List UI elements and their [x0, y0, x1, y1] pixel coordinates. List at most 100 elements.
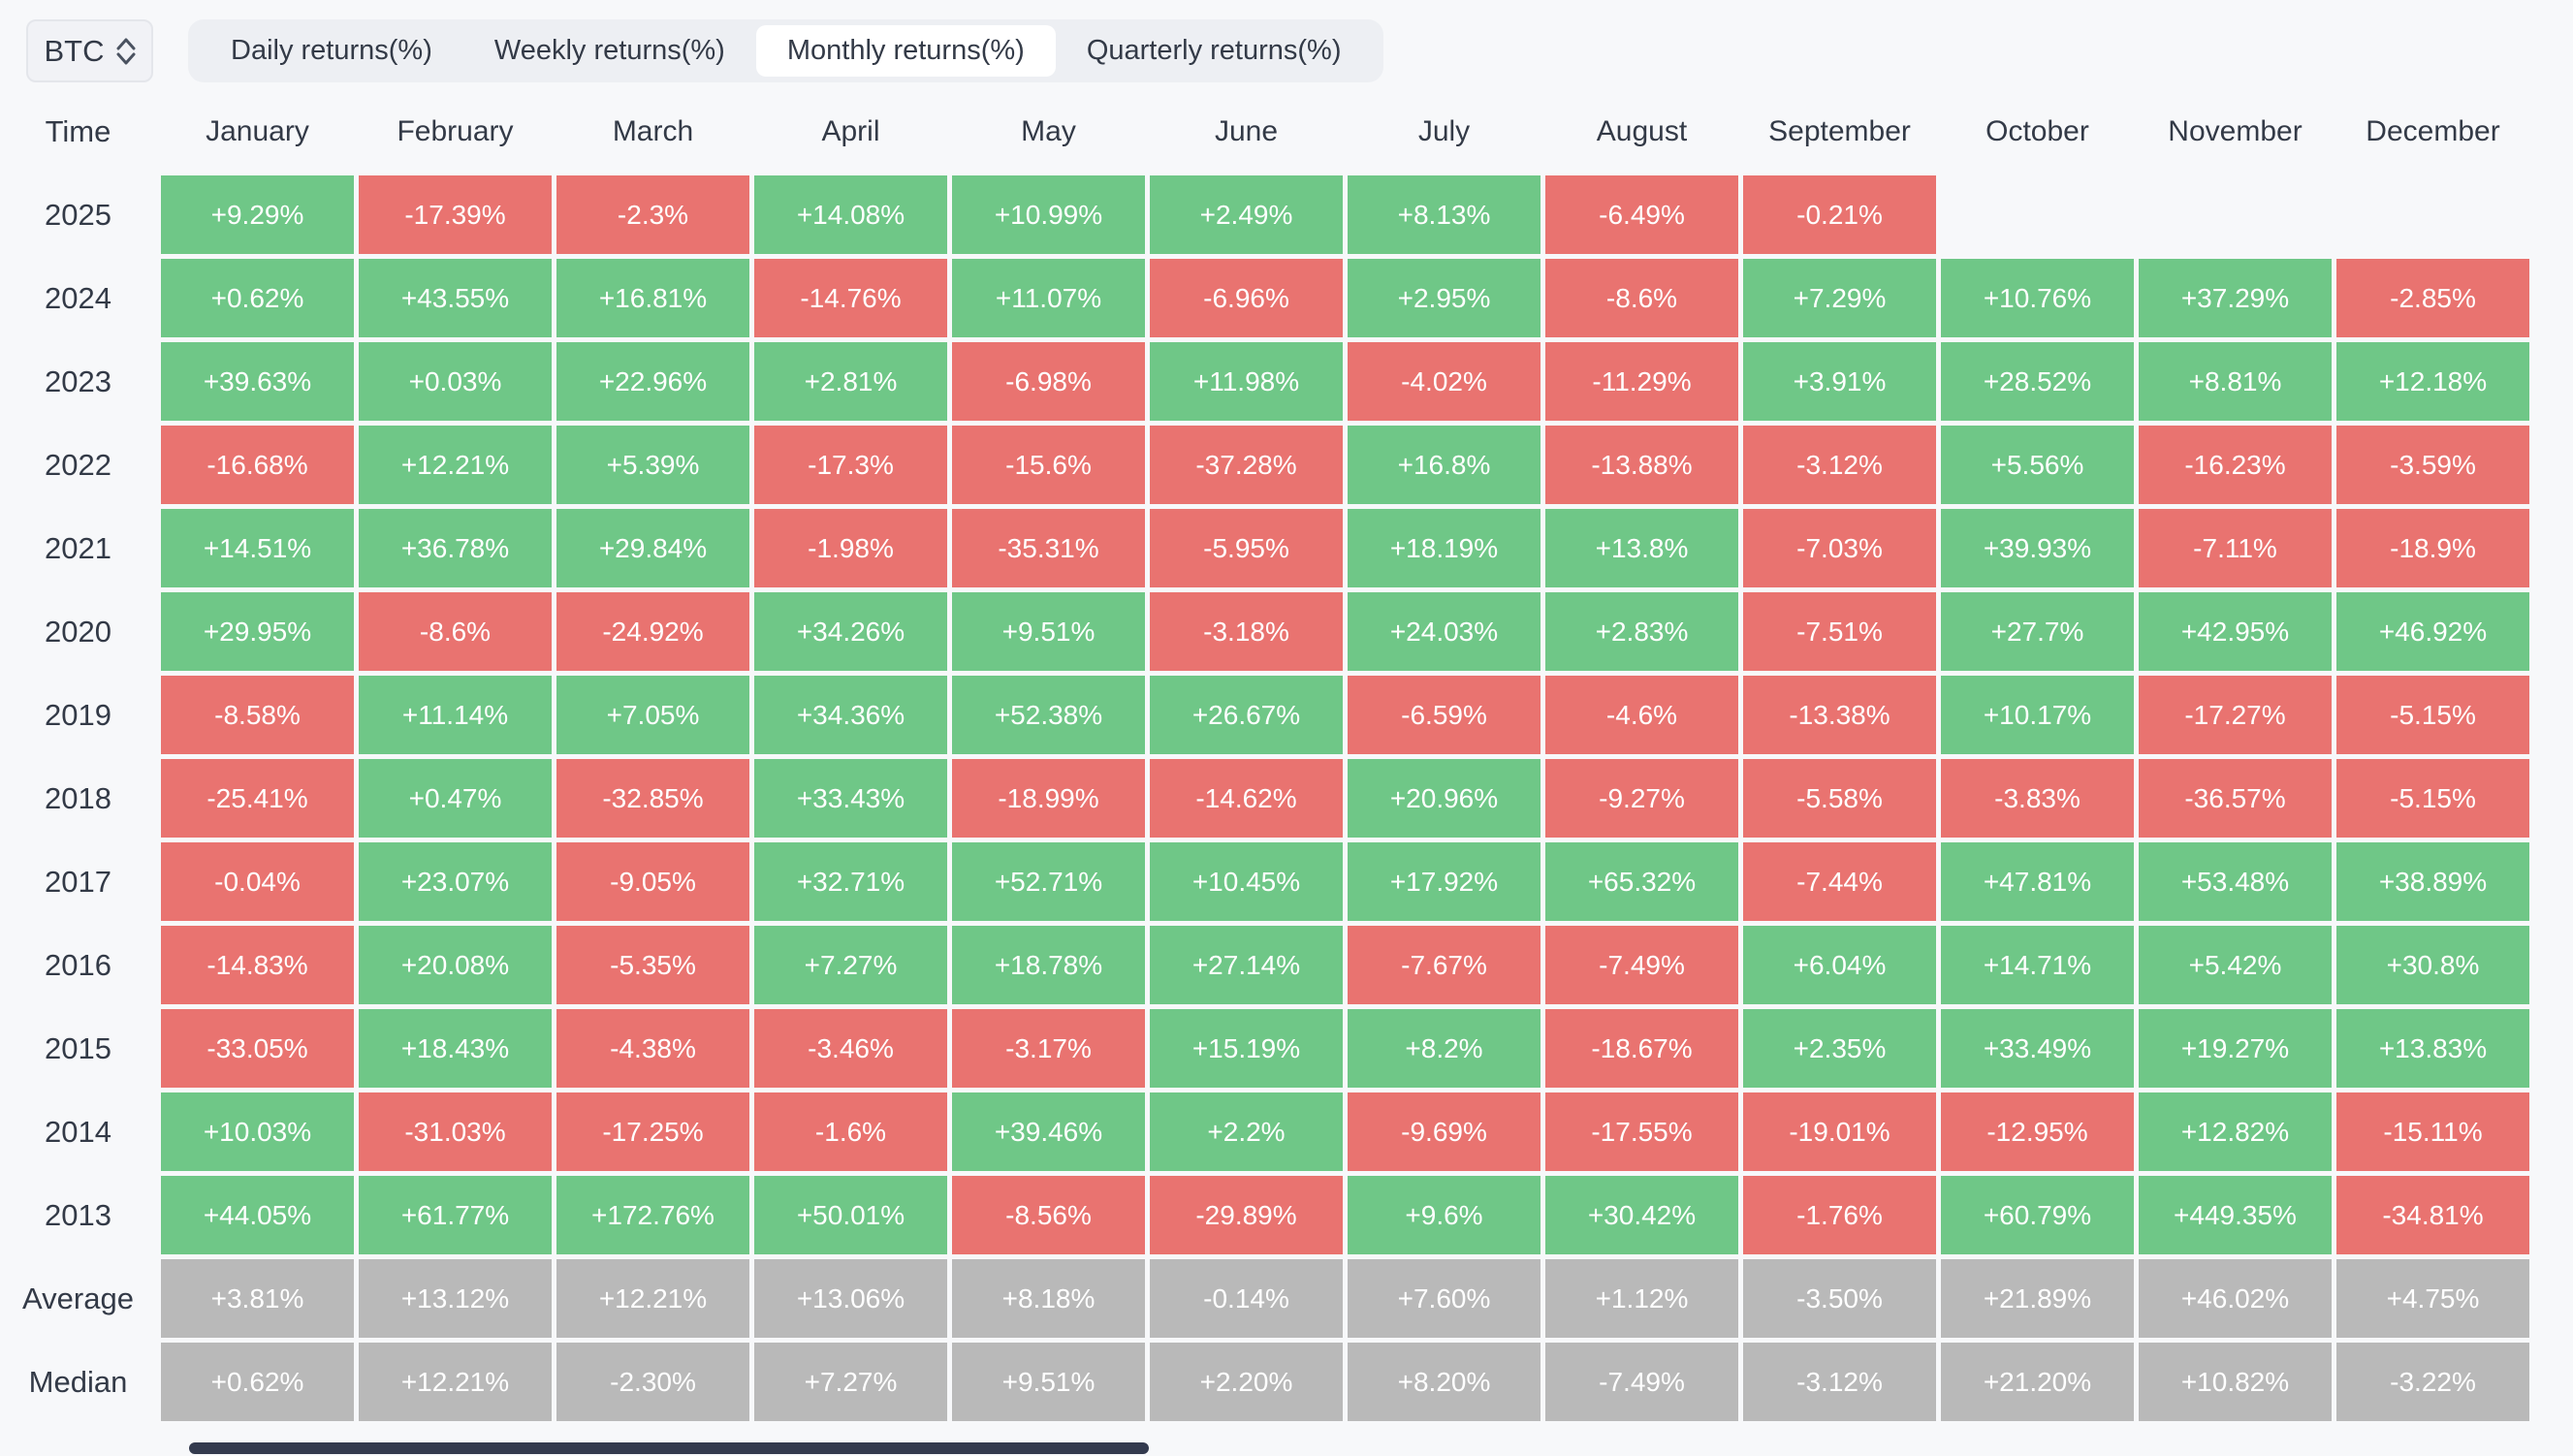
row-label-2015: 2015	[45, 1030, 111, 1065]
return-cell: +13.06%	[754, 1259, 947, 1338]
return-cell: -8.6%	[1545, 259, 1738, 337]
return-cell: -1.6%	[754, 1092, 947, 1171]
return-cell: -6.49%	[1545, 175, 1738, 254]
return-cell: +36.78%	[359, 509, 552, 587]
return-cell: +39.46%	[952, 1092, 1145, 1171]
return-cell: +34.26%	[754, 592, 947, 671]
return-cell: +50.01%	[754, 1176, 947, 1254]
table-row: 2013 +44.05% +61.77% +172.76% +50.01% -8.56% -…	[0, 1176, 2529, 1254]
return-cell: +53.48%	[2139, 842, 2332, 921]
return-cell: +39.63%	[161, 342, 354, 421]
return-cell: +10.17%	[1941, 676, 2134, 754]
month-header-september: September	[1768, 114, 1911, 147]
row-label-2017: 2017	[45, 864, 111, 899]
return-cell: -8.58%	[161, 676, 354, 754]
row-label-2020: 2020	[45, 614, 111, 649]
return-cell: +46.02%	[2139, 1259, 2332, 1338]
return-cell: -33.05%	[161, 1009, 354, 1088]
return-cell: +9.29%	[161, 175, 354, 254]
return-cell: -17.55%	[1545, 1092, 1738, 1171]
return-cell: +8.18%	[952, 1259, 1145, 1338]
row-label-2024: 2024	[45, 280, 111, 315]
return-cell: -8.56%	[952, 1176, 1145, 1254]
row-label-2021: 2021	[45, 530, 111, 565]
tab-daily-returns[interactable]: Daily returns(%)	[231, 35, 432, 66]
return-cell: -1.98%	[754, 509, 947, 587]
return-cell: +20.96%	[1348, 759, 1541, 838]
return-cell: +43.55%	[359, 259, 552, 337]
symbol-select[interactable]: BTC	[26, 19, 153, 82]
return-cell: +5.39%	[556, 426, 749, 504]
tab-weekly-returns[interactable]: Weekly returns(%)	[493, 35, 725, 66]
table-row: Average +3.81% +13.12% +12.21% +13.06% +8.18%…	[0, 1259, 2529, 1338]
return-cell: -34.81%	[2336, 1176, 2529, 1254]
return-cell	[2336, 175, 2529, 254]
return-cell: +60.79%	[1941, 1176, 2134, 1254]
return-cell: -31.03%	[359, 1092, 552, 1171]
return-cell: -17.27%	[2139, 676, 2332, 754]
return-cell: +46.92%	[2336, 592, 2529, 671]
return-cell: -3.12%	[1743, 1343, 1936, 1421]
table-row: 2014 +10.03% -31.03% -17.25% -1.6% +39.46% +2.…	[0, 1092, 2529, 1171]
return-cell: -3.50%	[1743, 1259, 1936, 1338]
return-cell: -25.41%	[161, 759, 354, 838]
return-cell: +4.75%	[2336, 1259, 2529, 1338]
return-cell: +42.95%	[2139, 592, 2332, 671]
return-cell: +2.49%	[1150, 175, 1343, 254]
return-cell: -6.96%	[1150, 259, 1343, 337]
return-cell: +21.20%	[1941, 1343, 2134, 1421]
return-cell: +65.32%	[1545, 842, 1738, 921]
return-cell: -15.11%	[2336, 1092, 2529, 1171]
toolbar: BTC Daily returns(%) Weekly returns(%) Mon…	[26, 19, 1384, 82]
row-label-2016: 2016	[45, 947, 111, 982]
tab-quarterly-returns[interactable]: Quarterly returns(%)	[1086, 35, 1342, 66]
return-cell: -3.22%	[2336, 1343, 2529, 1421]
return-cell: +0.03%	[359, 342, 552, 421]
return-cell: +3.91%	[1743, 342, 1936, 421]
return-cell: +11.07%	[952, 259, 1145, 337]
row-label-average: Average	[22, 1281, 134, 1315]
return-cell: +37.29%	[2139, 259, 2332, 337]
return-cell: -5.58%	[1743, 759, 1936, 838]
return-cell: +17.92%	[1348, 842, 1541, 921]
return-cell: -11.29%	[1545, 342, 1738, 421]
table-row: 2023 +39.63% +0.03% +22.96% +2.81% -6.98% +11.…	[0, 342, 2529, 421]
return-cell: +0.62%	[161, 259, 354, 337]
return-cell: +0.47%	[359, 759, 552, 838]
row-label-median: Median	[28, 1364, 128, 1399]
return-cell: +8.2%	[1348, 1009, 1541, 1088]
return-cell: +3.81%	[161, 1259, 354, 1338]
return-cell: +7.60%	[1348, 1259, 1541, 1338]
return-cell: +52.38%	[952, 676, 1145, 754]
horizontal-scrollbar-thumb[interactable]	[189, 1442, 1149, 1454]
month-header-january: January	[206, 114, 309, 147]
return-cell: +0.62%	[161, 1343, 354, 1421]
table-row: 2022 -16.68% +12.21% +5.39% -17.3% -15.6% -37.…	[0, 426, 2529, 504]
return-cell: -0.21%	[1743, 175, 1936, 254]
return-cell: +10.99%	[952, 175, 1145, 254]
month-header-december: December	[2366, 114, 2500, 147]
return-cell: +22.96%	[556, 342, 749, 421]
return-cell: +18.43%	[359, 1009, 552, 1088]
return-cell: -35.31%	[952, 509, 1145, 587]
return-cell: +12.18%	[2336, 342, 2529, 421]
row-label-2014: 2014	[45, 1114, 111, 1149]
return-cell: -3.83%	[1941, 759, 2134, 838]
return-cell: -17.39%	[359, 175, 552, 254]
return-cell: +2.35%	[1743, 1009, 1936, 1088]
return-cell: +8.13%	[1348, 175, 1541, 254]
return-cell: -3.46%	[754, 1009, 947, 1088]
row-label-2025: 2025	[45, 197, 111, 232]
return-cell: +9.6%	[1348, 1176, 1541, 1254]
return-cell: +13.83%	[2336, 1009, 2529, 1088]
return-cell: +7.05%	[556, 676, 749, 754]
month-header-november: November	[2168, 114, 2303, 147]
return-cell: +39.93%	[1941, 509, 2134, 587]
return-cell: +33.43%	[754, 759, 947, 838]
return-cell: +7.27%	[754, 1343, 947, 1421]
return-cell: +9.51%	[952, 592, 1145, 671]
tab-monthly-returns[interactable]: Monthly returns(%)	[755, 25, 1056, 77]
return-cell: +13.8%	[1545, 509, 1738, 587]
return-cell: -18.67%	[1545, 1009, 1738, 1088]
time-column-header: Time	[45, 113, 111, 148]
